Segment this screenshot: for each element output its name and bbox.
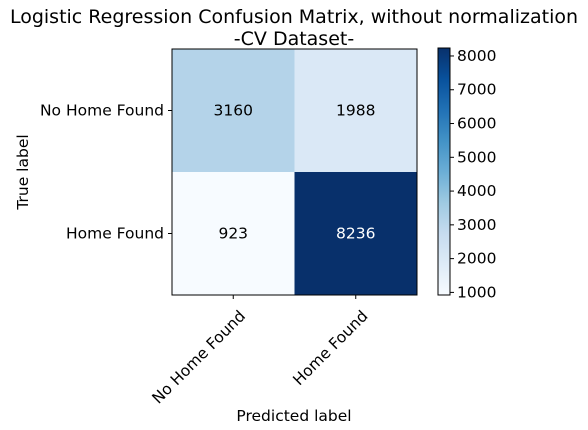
colorbar-tick-label: 5000 [457, 148, 496, 166]
matrix-cell [172, 49, 295, 172]
colorbar-tick-label: 1000 [457, 283, 496, 301]
y-tick-label: Home Found [66, 225, 164, 243]
colorbar-ticks: 1000 2000 3000 4000 5000 6000 7000 8000 [450, 47, 496, 301]
colorbar [437, 47, 451, 296]
y-axis-label: True label [14, 134, 32, 210]
y-tick-label: No Home Found [40, 102, 164, 120]
matrix-cells: 3160 1988 923 8236 [172, 49, 417, 295]
matrix-cell [294, 49, 417, 172]
colorbar-tick-label: 2000 [457, 250, 496, 268]
cell-value-label: 923 [218, 225, 248, 243]
matrix-cell [172, 172, 295, 295]
x-axis-ticks: No Home Found Home Found [149, 295, 372, 407]
cell-value-label: 3160 [214, 102, 253, 120]
x-tick-label: No Home Found [149, 307, 249, 407]
x-tick-label: Home Found [289, 307, 371, 389]
colorbar-tick-label: 8000 [457, 47, 496, 65]
colorbar-tick-label: 6000 [457, 115, 496, 133]
cell-value-label: 8236 [336, 225, 375, 243]
cell-value-label: 1988 [336, 102, 375, 120]
colorbar-tick-label: 3000 [457, 216, 496, 234]
colorbar-tick-label: 4000 [457, 182, 496, 200]
matrix-frame [171, 48, 418, 296]
y-axis-ticks: No Home Found Home Found [40, 102, 172, 243]
chart-subtitle: -CV Dataset- [234, 28, 354, 50]
colorbar-tick-label: 7000 [457, 81, 496, 99]
matrix-cell [294, 172, 417, 295]
chart-title: Logistic Regression Confusion Matrix, wi… [10, 6, 578, 28]
x-axis-label: Predicted label [236, 407, 351, 425]
